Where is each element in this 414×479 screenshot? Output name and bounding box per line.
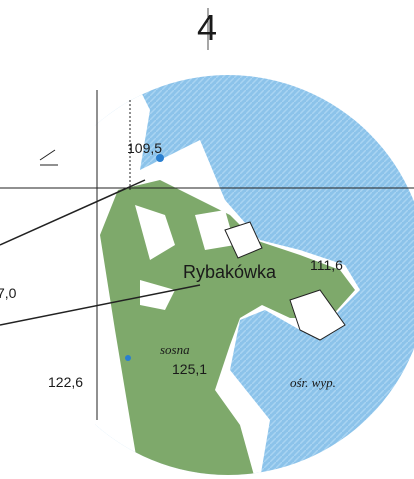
spot-height: 122,6 <box>48 374 83 390</box>
buildings <box>224 221 346 341</box>
spot-height: 125,1 <box>172 361 207 377</box>
clearings <box>135 205 235 310</box>
place-name: Rybakówka <box>183 262 277 282</box>
well <box>156 154 164 162</box>
map-fragment <box>95 75 414 475</box>
vegetation-label: sosna <box>160 342 190 357</box>
sheet-number: 4 <box>197 7 217 48</box>
spring <box>125 355 131 361</box>
forest <box>100 180 355 475</box>
spot-height: 109,5 <box>127 140 162 156</box>
spot-height: 7,0 <box>0 285 17 301</box>
spot-height: 111,6 <box>310 257 343 273</box>
facility-label: ośr. wyp. <box>290 375 336 390</box>
grid-lines <box>0 8 414 420</box>
